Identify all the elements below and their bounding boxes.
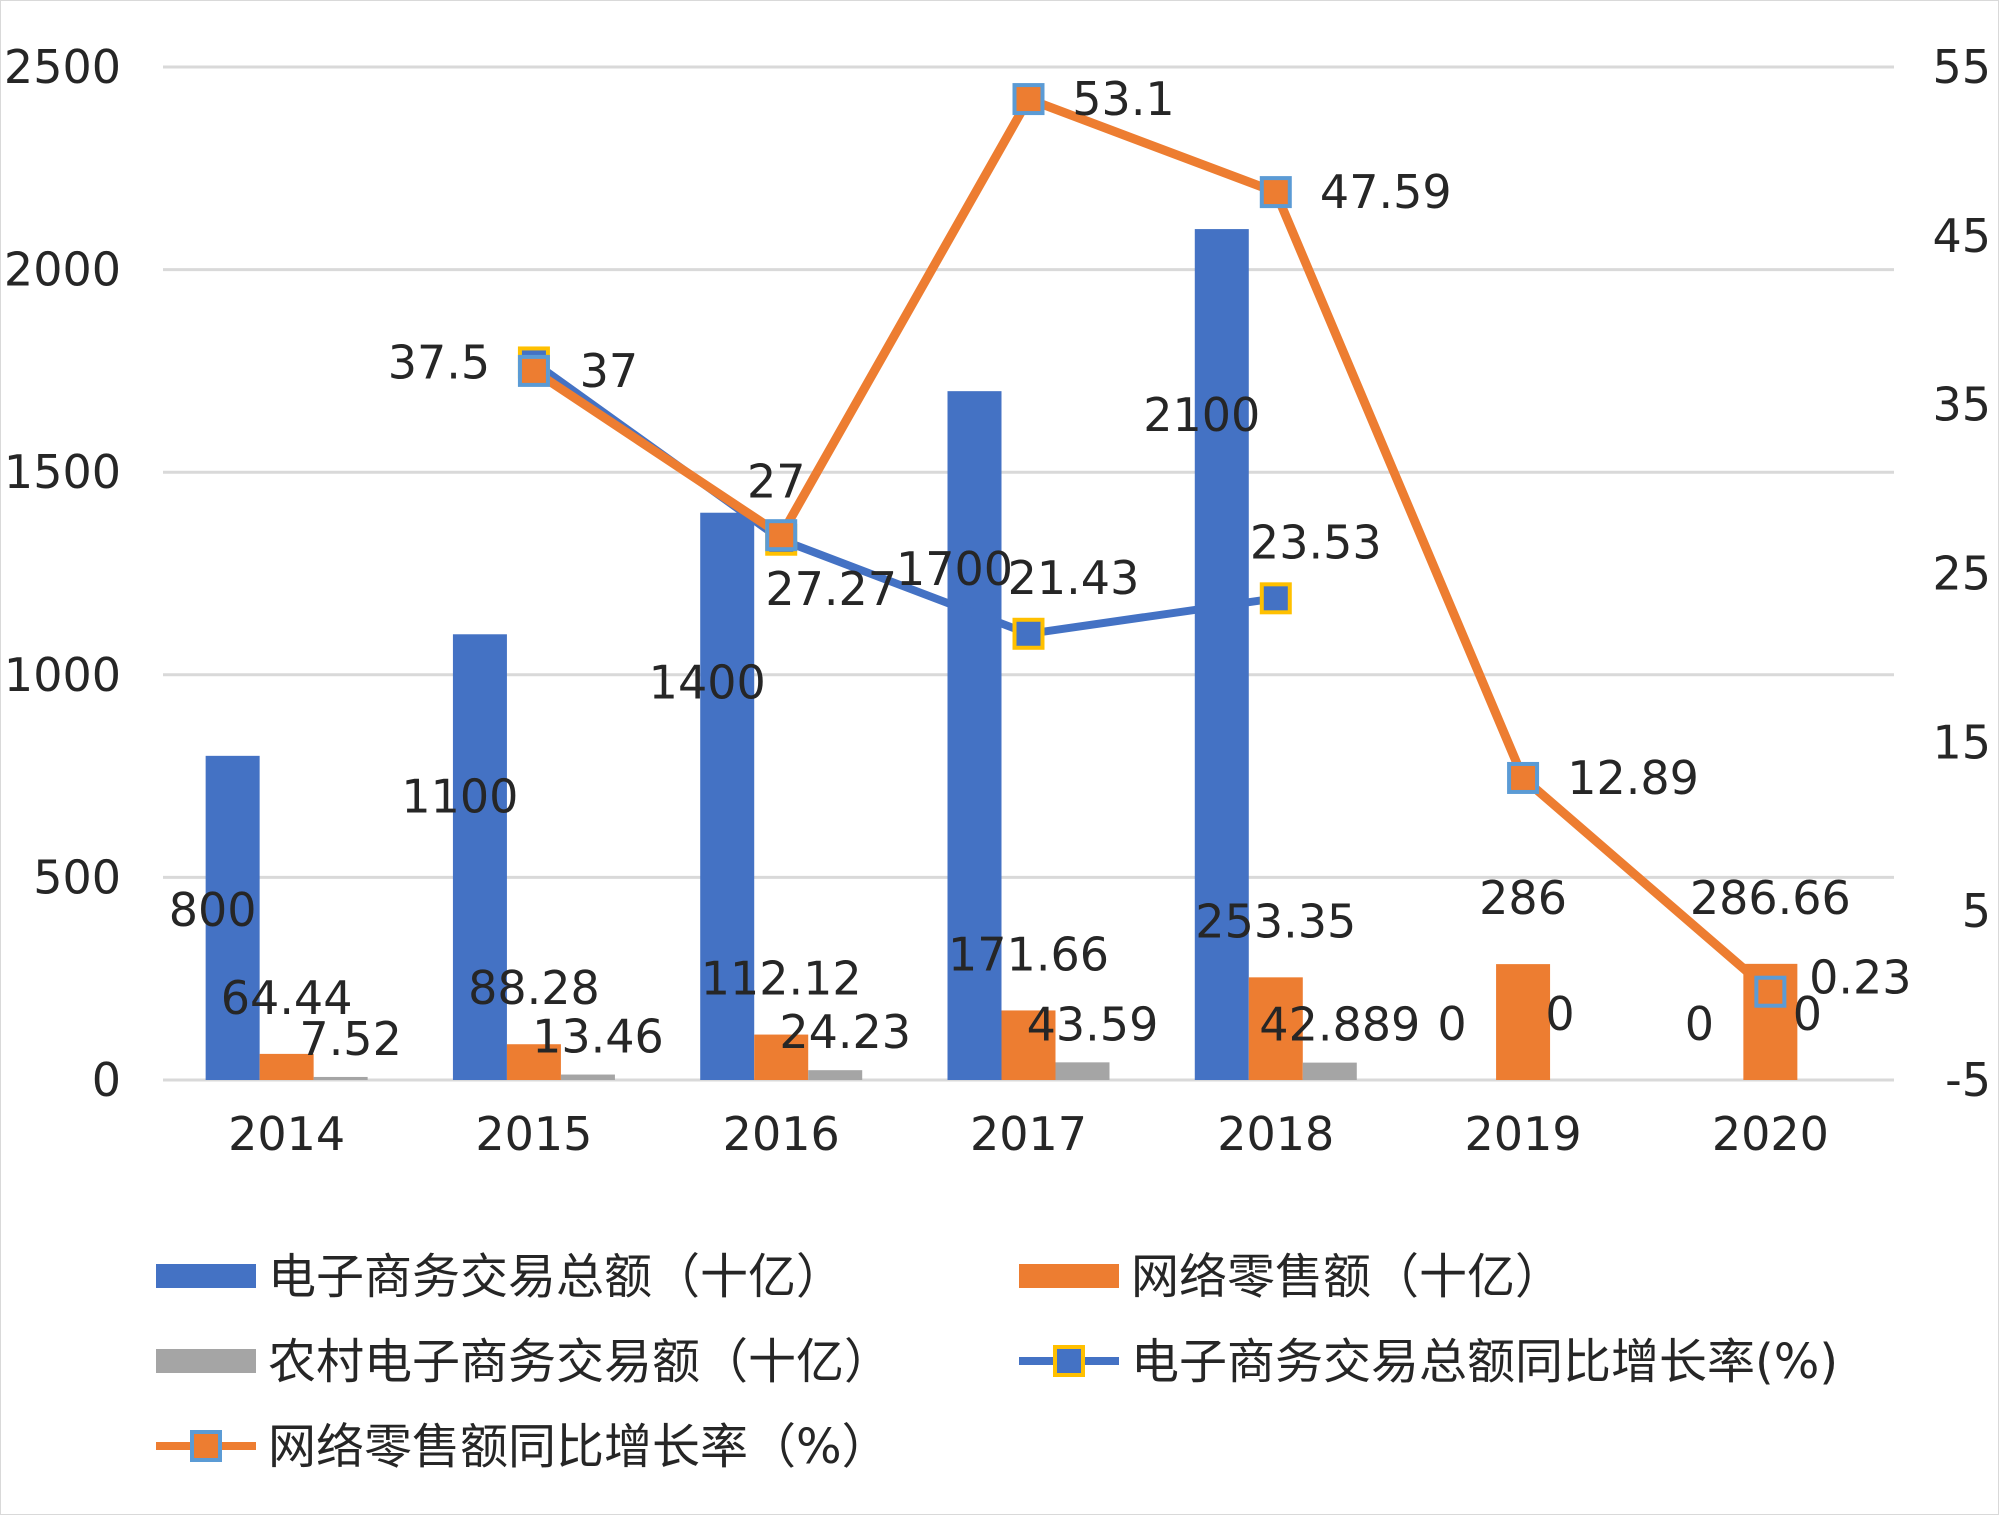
bar-data-label: 0 (1545, 987, 1574, 1041)
legend-swatch (1019, 1264, 1119, 1288)
bar (560, 1074, 615, 1080)
y-right-tick: 45 (1932, 209, 1991, 263)
bar-data-label: 64.44 (221, 971, 353, 1025)
line-marker (1012, 83, 1045, 116)
y-right-tick: 35 (1932, 378, 1991, 432)
legend-label: 农村电子商务交易额（十亿） (268, 1334, 892, 1390)
line-data-label: 37 (580, 344, 639, 398)
bar (259, 1053, 314, 1080)
bar (947, 391, 1002, 1080)
line-marker (1259, 176, 1292, 209)
left-axis: 0 500 1000 1500 2000 2500 (4, 40, 121, 1107)
bar-data-label: 2100 (1143, 388, 1260, 442)
line-data-label: 0.23 (1809, 951, 1911, 1005)
bar-data-label: 286 (1479, 871, 1567, 925)
line-data-label: 53.1 (1072, 72, 1174, 126)
y-right-tick: -5 (1945, 1053, 1991, 1107)
bar-data-label: 0 (1793, 987, 1822, 1041)
y-left-tick: 1000 (4, 648, 121, 702)
bar (1001, 1010, 1056, 1080)
legend-marker (1053, 1345, 1085, 1377)
y-right-tick: 55 (1932, 40, 1991, 94)
y-right-tick: 25 (1932, 547, 1991, 601)
lines (517, 83, 1787, 1008)
x-tick: 2019 (1465, 1107, 1582, 1161)
x-tick: 2018 (1217, 1107, 1334, 1161)
bar (1302, 1062, 1357, 1080)
y-left-tick: 500 (33, 850, 121, 904)
bar (1055, 1062, 1110, 1080)
line-data-label: 21.43 (1008, 551, 1140, 605)
bar-data-label: 0 (1685, 997, 1714, 1051)
bar-data-label: 7.52 (299, 1012, 401, 1066)
x-tick: 2020 (1712, 1107, 1829, 1161)
bar-data-label: 42.889 (1259, 998, 1420, 1052)
line-marker (1507, 761, 1540, 794)
x-tick: 2016 (723, 1107, 840, 1161)
y-left-tick: 0 (92, 1053, 121, 1107)
line-data-label: 27 (747, 455, 806, 509)
bar-data-label: 171.66 (948, 927, 1109, 981)
bar (700, 512, 755, 1080)
legend-label: 电子商务交易总额（十亿） (268, 1249, 844, 1305)
bar-data-label: 800 (169, 883, 257, 937)
bar-data-label: 43.59 (1027, 997, 1159, 1051)
bar (205, 755, 260, 1080)
legend-marker (190, 1430, 222, 1462)
line-data-label: 37.5 (388, 335, 490, 389)
legend-label: 网络零售额同比增长率（%） (268, 1419, 890, 1475)
bar-data-label: 24.23 (779, 1005, 911, 1059)
line-data-label: 23.53 (1250, 515, 1382, 569)
bar-data-label: 286.66 (1690, 871, 1851, 925)
legend-label: 电子商务交易总额同比增长率(%) (1131, 1334, 1838, 1390)
x-tick: 2015 (475, 1107, 592, 1161)
bar (808, 1070, 863, 1080)
data-labels: 800 1100 1400 1700 2100 0 0 64.44 88.28 112.12 171… (169, 72, 1912, 1066)
bar (1248, 977, 1303, 1080)
bar (1496, 964, 1551, 1080)
x-tick: 2017 (970, 1107, 1087, 1161)
bar-data-label: 1700 (896, 542, 1013, 596)
bar-data-label: 1400 (649, 656, 766, 710)
series-line (531, 94, 1774, 996)
line-marker (1754, 975, 1787, 1008)
bar-data-label: 88.28 (468, 961, 600, 1015)
bar-data-label: 112.12 (701, 952, 862, 1006)
bar-data-label: 253.35 (1195, 894, 1356, 948)
bar-data-label: 13.46 (532, 1010, 664, 1064)
line-marker (765, 519, 798, 552)
bars (205, 229, 1798, 1080)
x-axis: 2014 2015 2016 2017 2018 2019 2020 (228, 1107, 1829, 1161)
y-right-tick: 5 (1962, 884, 1991, 938)
line-marker (1012, 617, 1045, 650)
y-left-tick: 2000 (4, 243, 121, 297)
bar (754, 1034, 809, 1080)
legend-swatch (156, 1264, 256, 1288)
legend-label: 网络零售额（十亿） (1131, 1249, 1563, 1305)
y-right-tick: 15 (1932, 715, 1991, 769)
bar-data-label: 0 (1437, 997, 1466, 1051)
line-data-label: 47.59 (1320, 165, 1452, 219)
y-left-tick: 2500 (4, 40, 121, 94)
gridlines (163, 65, 1894, 1082)
bar (313, 1076, 368, 1080)
bar-data-label: 1100 (401, 769, 518, 823)
right-axis: -5 5 15 25 35 45 55 (1932, 40, 1991, 1107)
line-data-label: 12.89 (1567, 751, 1699, 805)
bar (506, 1044, 561, 1080)
line-marker (517, 354, 550, 387)
line-data-label: 27.27 (765, 562, 897, 616)
legend: 电子商务交易总额（十亿） 网络零售额（十亿） 农村电子商务交易额（十亿） 电子商务交易… (156, 1249, 1838, 1475)
bar (1194, 229, 1249, 1080)
y-left-tick: 1500 (4, 445, 121, 499)
line-marker (1259, 582, 1292, 615)
bar (452, 634, 507, 1080)
legend-swatch (156, 1349, 256, 1373)
x-tick: 2014 (228, 1107, 345, 1161)
